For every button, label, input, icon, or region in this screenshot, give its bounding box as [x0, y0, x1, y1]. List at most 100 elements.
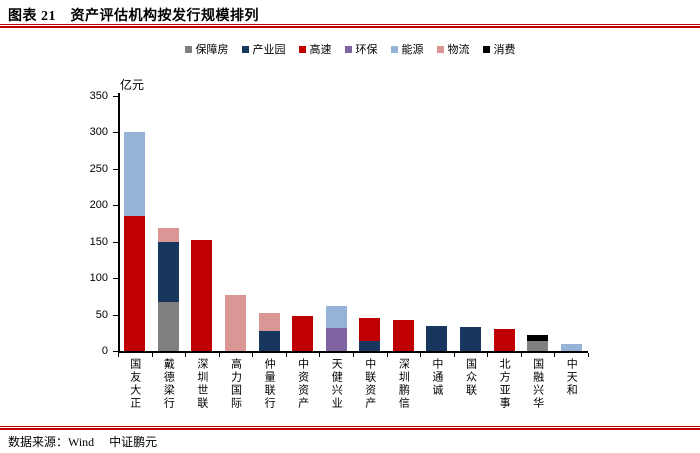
- bar-segment-国友大正-高速: [124, 216, 146, 351]
- bar-segment-戴德梁行-物流: [157, 227, 179, 242]
- x-category-label: 中资资产: [296, 358, 309, 410]
- bar-segment-深圳世联-高速: [191, 240, 213, 351]
- y-tick-label: 200: [89, 199, 108, 212]
- bottom-divider: [0, 426, 700, 430]
- bar-segment-戴德梁行-产业园: [157, 241, 179, 303]
- x-category-label: 国融兴华: [531, 358, 544, 410]
- legend-item: 产业园: [241, 41, 286, 57]
- x-category-label: 仲量联行: [263, 358, 276, 410]
- x-axis-tick: [185, 353, 187, 357]
- legend-swatch: [241, 45, 249, 53]
- x-category-label: 国友大正: [128, 358, 141, 410]
- top-divider-thick-line: [0, 26, 700, 28]
- bar-segment-北方亚事-高速: [493, 329, 515, 351]
- x-axis-tick: [487, 353, 489, 357]
- bar-segment-天健兴业-能源: [325, 305, 347, 328]
- y-axis-tick: [113, 278, 118, 280]
- bar-segment-中资资产-高速: [292, 316, 314, 351]
- x-category-label: 中天和: [565, 358, 578, 397]
- bar-segment-国友大正-能源: [124, 132, 146, 217]
- legend-item: 保障房: [184, 41, 229, 57]
- y-axis-tick: [113, 96, 118, 97]
- legend-item: 消费: [482, 41, 516, 57]
- bar-segment-戴德梁行-保障房: [157, 302, 179, 351]
- y-axis-tick: [113, 132, 118, 134]
- x-axis-tick: [151, 353, 153, 357]
- y-tick-label: 250: [89, 162, 108, 175]
- legend-label: 消费: [493, 44, 516, 56]
- source-note: 数据来源：Wind 中证鹏元: [8, 435, 158, 449]
- legend-label: 环保: [355, 44, 378, 56]
- y-axis-tick: [113, 351, 118, 352]
- x-category-label: 深圳鹏信: [397, 358, 410, 410]
- y-tick-label: 50: [95, 308, 108, 321]
- legend-swatch: [482, 45, 490, 53]
- x-axis-tick: [285, 353, 287, 357]
- top-divider: [0, 24, 700, 28]
- x-axis-tick: [252, 353, 254, 357]
- bottom-divider-thick-line: [0, 428, 700, 430]
- legend-label: 高速: [309, 44, 332, 56]
- x-axis-line: [118, 351, 588, 353]
- x-category-label: 高力国际: [229, 358, 242, 410]
- y-tick-label: 350: [89, 90, 108, 102]
- x-category-label: 中联资产: [363, 358, 376, 410]
- y-axis-line: [118, 93, 120, 353]
- bar-segment-中通诚-产业园: [426, 325, 448, 351]
- y-axis-tick: [113, 205, 118, 207]
- legend-swatch: [436, 45, 444, 53]
- bar-segment-深圳鹏信-高速: [392, 320, 414, 351]
- x-axis-tick: [588, 353, 589, 357]
- legend-swatch: [184, 45, 192, 53]
- bottom-divider-thin-line: [0, 426, 700, 427]
- x-axis-tick: [453, 353, 455, 357]
- x-axis-tick: [520, 353, 522, 357]
- legend-item: 物流: [436, 41, 470, 57]
- y-axis-tick: [113, 168, 118, 170]
- y-tick-label: 150: [89, 235, 108, 248]
- x-axis-tick: [118, 353, 119, 357]
- bar-segment-国众联-产业园: [460, 326, 481, 351]
- bar-segment-中联资产-高速: [359, 318, 381, 341]
- y-tick-label: 100: [89, 272, 108, 285]
- bar-segment-仲量联行-产业园: [258, 331, 280, 351]
- legend-label: 能源: [401, 44, 424, 56]
- x-axis-tick: [353, 353, 354, 357]
- x-category-label: 天健兴业: [330, 358, 343, 410]
- x-category-label: 深圳世联: [195, 358, 208, 410]
- legend-swatch: [344, 45, 352, 53]
- x-axis-tick: [218, 353, 220, 357]
- x-category-label: 北方亚事: [498, 358, 511, 410]
- x-axis-tick: [319, 353, 321, 357]
- legend-label: 保障房: [195, 44, 229, 56]
- x-category-label: 国众联: [464, 358, 477, 397]
- bar-segment-中联资产-产业园: [359, 340, 381, 351]
- legend-swatch: [298, 45, 306, 53]
- y-axis-tick: [113, 314, 118, 316]
- top-divider-thin-line: [0, 24, 700, 25]
- bar-segment-高力国际-物流: [225, 294, 246, 351]
- x-axis-tick: [386, 353, 388, 357]
- legend-item: 环保: [344, 41, 378, 57]
- bar-segment-中天和-能源: [560, 344, 582, 351]
- legend-item: 高速: [298, 41, 332, 57]
- bar-segment-仲量联行-物流: [258, 313, 280, 332]
- y-axis-unit-label: 亿元: [120, 78, 145, 92]
- y-tick-label: 300: [89, 126, 108, 139]
- bar-segment-天健兴业-环保: [325, 327, 347, 351]
- y-tick-label: 0: [101, 345, 108, 357]
- x-axis-tick: [554, 353, 556, 357]
- x-category-label: 戴德梁行: [162, 358, 175, 410]
- legend-label: 产业园: [252, 44, 286, 56]
- x-category-label: 中通诚: [430, 358, 443, 397]
- chart-legend: 保障房 产业园 高速 环保 能源 物流 消费: [0, 41, 700, 57]
- y-axis-tick: [113, 241, 118, 243]
- x-axis-tick: [420, 353, 422, 357]
- bar-segment-国融兴华-保障房: [527, 340, 549, 351]
- legend-item: 能源: [390, 41, 424, 57]
- legend-swatch: [390, 45, 398, 53]
- page-title: 图表 21 资产评估机构按发行规模排列: [8, 9, 259, 24]
- bar-segment-国融兴华-消费: [527, 334, 549, 341]
- legend-label: 物流: [447, 44, 470, 56]
